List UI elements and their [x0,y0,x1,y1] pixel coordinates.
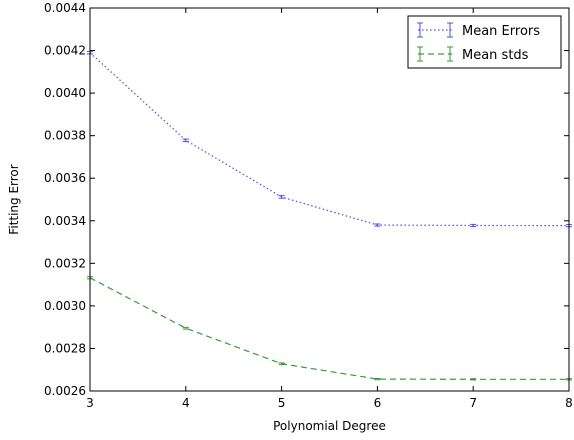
series-line [89,277,569,380]
y-tick-label: 0.0034 [44,214,86,228]
y-tick-label: 0.0030 [44,299,86,313]
y-tick-label: 0.0036 [44,171,86,185]
series-mean-stds [87,276,572,381]
tick-layer: 0.0026 0.0028 0.0030 0.0032 0.0034 0.0036 0.00… [44,1,573,410]
x-tick-label: 4 [182,396,190,410]
error-bar [182,138,189,143]
y-tick-label: 0.0026 [44,384,86,398]
legend-box [407,15,562,69]
legend-label: Mean Errors [462,24,540,39]
plot-frame [89,7,570,392]
y-tick-label: 0.0032 [44,256,86,270]
legend-label: Mean stds [462,48,529,63]
error-bar [470,378,477,381]
series-line [89,52,570,227]
error-bar [278,195,285,199]
y-tick-label: 0.0028 [44,341,86,355]
error-bar [182,326,189,330]
series-mean-errors [87,50,572,228]
legend-entry: Mean stds [417,46,529,63]
x-tick-label: 3 [86,396,94,410]
x-axis-label: Polynomial Degree [273,419,386,433]
x-tick-label: 8 [565,396,573,410]
x-tick-label: 7 [469,396,477,410]
y-axis-label: Fitting Error [7,164,21,234]
series-layer [87,50,572,381]
x-tick-label: 5 [278,396,286,410]
legend-entry: Mean Errors [417,22,540,39]
error-bar [470,223,477,228]
error-bar [278,362,285,366]
y-tick-label: 0.0042 [44,44,86,58]
y-tick-label: 0.0044 [44,1,86,15]
legend: Mean Errors Mean stds [407,15,562,69]
legend-entries: Mean Errors Mean stds [417,22,540,63]
y-tick-label: 0.0040 [44,86,86,100]
error-bar [374,377,381,381]
error-bar [374,223,381,227]
x-tick-label: 6 [374,396,382,410]
y-tick-label: 0.0038 [44,129,86,143]
